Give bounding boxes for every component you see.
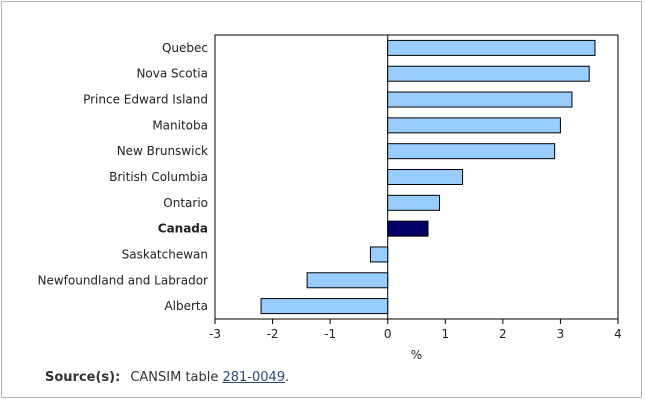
x-tick-label: 2: [499, 327, 507, 341]
source-table-link[interactable]: 281-0049: [222, 370, 286, 385]
chart-frame: Quebec Nova Scotia Prince Edward Island Man…: [1, 1, 642, 398]
source-text: CANSIM table: [130, 370, 223, 385]
x-tick-label: 3: [557, 327, 565, 341]
source-label: Source(s):: [45, 370, 121, 385]
x-tick-label: 4: [614, 327, 622, 341]
category-label: British Columbia: [109, 170, 208, 184]
category-label: Ontario: [163, 196, 208, 210]
x-axis-label: %: [411, 348, 422, 362]
category-label: New Brunswick: [117, 144, 208, 158]
bar-canada: [387, 220, 429, 237]
x-tick-label: -2: [267, 327, 279, 341]
source-suffix: .: [285, 370, 290, 385]
bar-prince-edward-island: [387, 91, 573, 108]
category-label: Nova Scotia: [136, 67, 208, 81]
category-label: Canada: [158, 222, 208, 236]
bar-alberta: [260, 298, 389, 315]
category-label: Prince Edward Island: [83, 93, 208, 107]
bar-british-columbia: [387, 169, 464, 185]
bar-ontario: [387, 194, 441, 211]
x-tick-label: 1: [441, 327, 449, 341]
bar-chart: Quebec Nova Scotia Prince Edward Island Man…: [37, 34, 622, 362]
category-label: Manitoba: [152, 118, 208, 132]
category-label: Newfoundland and Labrador: [37, 273, 208, 287]
bar-quebec: [387, 39, 596, 56]
category-label: Saskatchewan: [122, 247, 208, 261]
plot-area: [214, 34, 619, 320]
bar-manitoba: [387, 117, 561, 134]
category-label: Quebec: [162, 41, 208, 55]
x-tick-label: -3: [209, 327, 221, 341]
x-tick-label: 0: [384, 327, 392, 341]
source-note: Source(s): CANSIM table 281-0049.: [45, 370, 289, 385]
x-tick-label: -1: [324, 327, 336, 341]
bar-saskatchewan: [369, 246, 389, 263]
bar-new-brunswick: [387, 143, 556, 160]
bar-nova-scotia: [387, 65, 590, 82]
bar-newfoundland-and-labrador: [306, 272, 389, 289]
category-label: Alberta: [164, 299, 208, 313]
